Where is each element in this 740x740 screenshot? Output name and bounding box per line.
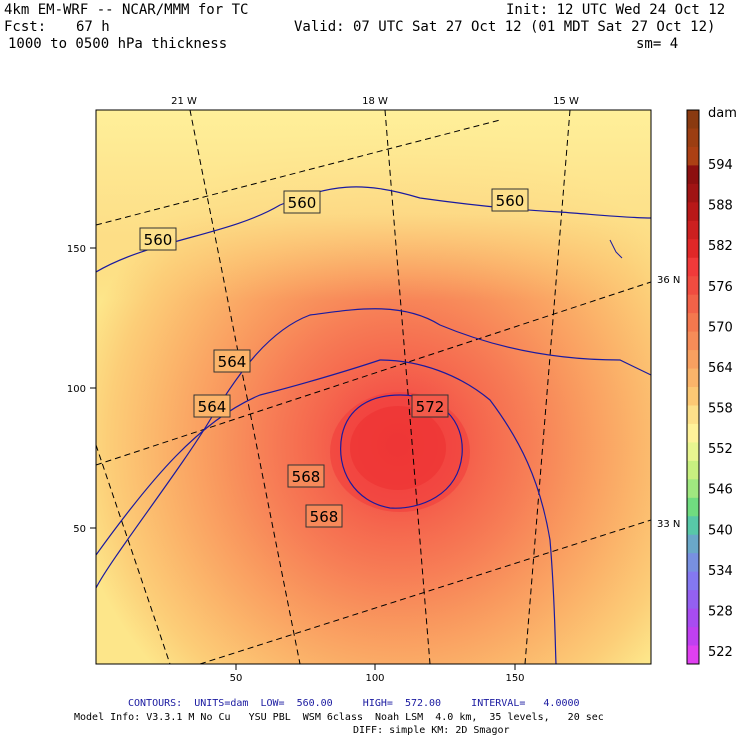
- smoothing-value: sm= 4: [636, 36, 679, 52]
- colorbar-swatch: [687, 202, 699, 222]
- contour-info: CONTOURS: UNITS=dam LOW= 560.00 HIGH= 57…: [128, 698, 580, 709]
- model-info-2: DIFF: simple KM: 2D Smagor: [353, 725, 510, 736]
- latitude-label: 33 N: [657, 519, 680, 530]
- contour-label-group: 560 560 560 564 564 568 568 572: [139, 188, 529, 528]
- grid-x-tick: 50: [230, 673, 243, 684]
- contour-label: 564: [218, 353, 247, 371]
- map-frame: [95, 109, 652, 665]
- colorbar-swatch: [687, 183, 699, 203]
- grid-y-tick: 50: [73, 524, 86, 535]
- colorbar-swatch: [687, 368, 699, 388]
- coastline: [609, 239, 623, 259]
- colorbar-swatch: [687, 239, 699, 259]
- colorbar-swatch: [687, 608, 699, 628]
- latitude-label: 36 N: [657, 275, 680, 286]
- colorbar-frame: [686, 109, 700, 665]
- colorbar-swatch: [687, 313, 699, 333]
- colorbar-swatch: [687, 479, 699, 499]
- colorbar-swatch: [687, 460, 699, 480]
- contour-label: 568: [310, 508, 339, 526]
- colorbar-level: 594: [708, 158, 733, 173]
- contour-label: 560: [288, 194, 317, 212]
- colorbar-swatch: [687, 553, 699, 573]
- colorbar-swatch: [687, 590, 699, 610]
- colorbar-units: dam: [708, 106, 737, 121]
- grid-x-tick: 150: [505, 673, 524, 684]
- colorbar-swatch: [687, 405, 699, 425]
- colorbar-level: 558: [708, 402, 733, 417]
- colorbar-swatch: [687, 442, 699, 462]
- colorbar-swatch: [687, 627, 699, 647]
- contour-lines: [96, 186, 651, 664]
- forecast-hour: 67 h: [76, 19, 110, 35]
- contour-label: 568: [292, 468, 321, 486]
- colorbar-swatch: [687, 571, 699, 591]
- field-name: 1000 to 0500 hPa thickness: [8, 36, 228, 52]
- colorbar-level: 588: [708, 199, 733, 214]
- colorbar-swatch: [687, 294, 699, 314]
- colorbar-swatch: [687, 331, 699, 351]
- contour-label: 564: [198, 398, 227, 416]
- longitude-label: 21 W: [171, 96, 197, 107]
- colorbar: [686, 109, 700, 665]
- valid-time: Valid: 07 UTC Sat 27 Oct 12 (01 MDT Sat …: [294, 19, 716, 35]
- colorbar-level: 570: [708, 320, 733, 335]
- colorbar-swatch: [687, 645, 699, 665]
- model-info: Model Info: V3.3.1 M No Cu YSU PBL WSM 6…: [74, 712, 604, 723]
- grid-y-tick: 150: [67, 244, 86, 255]
- colorbar-swatch: [687, 423, 699, 443]
- colorbar-level: 576: [708, 280, 733, 295]
- colorbar-swatch: [687, 276, 699, 296]
- longitude-label: 15 W: [553, 96, 579, 107]
- colorbar-level: 546: [708, 483, 733, 498]
- model-title: 4km EM-WRF -- NCAR/MMM for TC: [4, 2, 249, 18]
- colorbar-swatch: [687, 516, 699, 536]
- colorbar-level: 534: [708, 564, 733, 579]
- longitude-label: 18 W: [362, 96, 388, 107]
- thickness-field: [96, 110, 651, 664]
- colorbar-level: 564: [708, 361, 733, 376]
- grid-y-tick: 100: [67, 384, 86, 395]
- grid-x-tick: 100: [365, 673, 384, 684]
- init-time: Init: 12 UTC Wed 24 Oct 12: [506, 2, 726, 18]
- colorbar-level: 528: [708, 604, 733, 619]
- colorbar-swatch: [687, 165, 699, 185]
- contour-label: 572: [416, 398, 445, 416]
- graticule: [96, 110, 651, 664]
- colorbar-swatch: [687, 220, 699, 240]
- colorbar-level: 522: [708, 645, 733, 660]
- colorbar-level: 582: [708, 239, 733, 254]
- colorbar-swatch: [687, 350, 699, 370]
- colorbar-swatch: [687, 110, 699, 129]
- forecast-label: Fcst:: [4, 19, 47, 35]
- colorbar-swatch: [687, 257, 699, 277]
- colorbar-swatch: [687, 128, 699, 148]
- contour-label: 560: [144, 231, 173, 249]
- colorbar-swatch: [687, 497, 699, 517]
- contour-label: 560: [496, 192, 525, 210]
- colorbar-level: 540: [708, 523, 733, 538]
- colorbar-swatch: [687, 534, 699, 554]
- colorbar-level: 552: [708, 442, 733, 457]
- colorbar-labels: 594 588 582 576 570 564 558 552 546 540 534 528 522: [708, 158, 733, 660]
- colorbar-swatch: [687, 387, 699, 406]
- colorbar-swatch: [687, 146, 699, 166]
